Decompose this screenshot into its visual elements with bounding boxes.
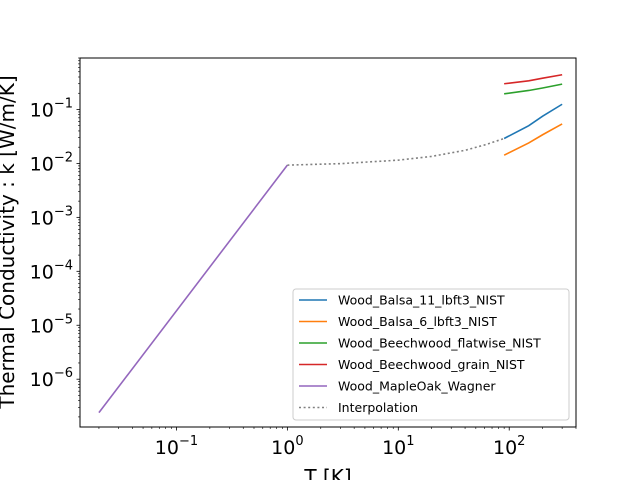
x-tick-label-base: 10 — [382, 437, 406, 459]
plot-frame — [79, 57, 577, 428]
series-line-0 — [503, 103, 563, 140]
x-tick-label-base: 10 — [493, 437, 517, 459]
y-tick-label-exponent: −2 — [54, 150, 73, 165]
series-line-2 — [504, 83, 563, 95]
y-tick-label: 10−2 — [30, 150, 73, 175]
x-tick-label-exponent: −1 — [179, 434, 198, 449]
x-tick-label-base: 10 — [271, 437, 295, 459]
series-line-3 — [504, 73, 563, 85]
x-tick-label: 10−1 — [155, 434, 198, 459]
y-tick-label: 10−5 — [30, 312, 73, 337]
legend-label-3: Wood_Beechwood_grain_NIST — [338, 357, 525, 372]
legend-label-2: Wood_Beechwood_flatwise_NIST — [338, 336, 541, 351]
y-tick-label-exponent: −1 — [54, 96, 73, 111]
legend-label-4: Wood_MapleOak_Wagner — [338, 379, 496, 394]
y-tick-label-base: 10 — [30, 315, 54, 337]
y-axis: 10−610−510−410−310−210−1 — [30, 57, 80, 418]
x-tick-label: 102 — [493, 434, 525, 459]
y-tick-label-exponent: −5 — [54, 312, 73, 327]
series-line-5 — [287, 137, 505, 166]
x-tick-label-exponent: 1 — [406, 434, 414, 449]
legend-label-5: Interpolation — [338, 400, 418, 415]
legend-box — [292, 288, 570, 421]
y-tick-label-base: 10 — [30, 261, 54, 283]
y-tick-label-exponent: −4 — [54, 258, 73, 273]
legend-label-0: Wood_Balsa_11_lbft3_NIST — [338, 293, 505, 308]
y-tick-label-base: 10 — [30, 207, 54, 229]
y-tick-label: 10−1 — [30, 96, 73, 121]
legend: Wood_Balsa_11_lbft3_NIST Wood_Balsa_6_lbf… — [292, 288, 570, 421]
x-tick-label-base: 10 — [155, 437, 179, 459]
y-tick-label: 10−3 — [30, 204, 73, 229]
x-axis-label: T [K] — [303, 465, 351, 480]
series-line-1 — [503, 123, 563, 156]
y-tick-label-base: 10 — [30, 369, 54, 391]
y-tick-label-base: 10 — [30, 99, 54, 121]
y-tick-label-exponent: −3 — [54, 204, 73, 219]
x-tick-label-exponent: 0 — [295, 434, 303, 449]
y-axis-label: Thermal Conductivity : k [W/m/K] — [0, 75, 19, 409]
y-tick-label: 10−6 — [30, 366, 73, 391]
y-tick-label-exponent: −6 — [54, 366, 73, 381]
x-axis: 10−1 100 101 102 — [98, 427, 577, 459]
legend-label-1: Wood_Balsa_6_lbft3_NIST — [338, 314, 497, 329]
y-tick-label: 10−4 — [30, 258, 73, 283]
y-tick-label-base: 10 — [30, 153, 54, 175]
x-tick-label: 101 — [382, 434, 414, 459]
series-line-4 — [98, 164, 289, 414]
x-tick-label-exponent: 2 — [517, 434, 525, 449]
series-layer — [98, 73, 563, 414]
x-tick-label: 100 — [271, 434, 303, 459]
